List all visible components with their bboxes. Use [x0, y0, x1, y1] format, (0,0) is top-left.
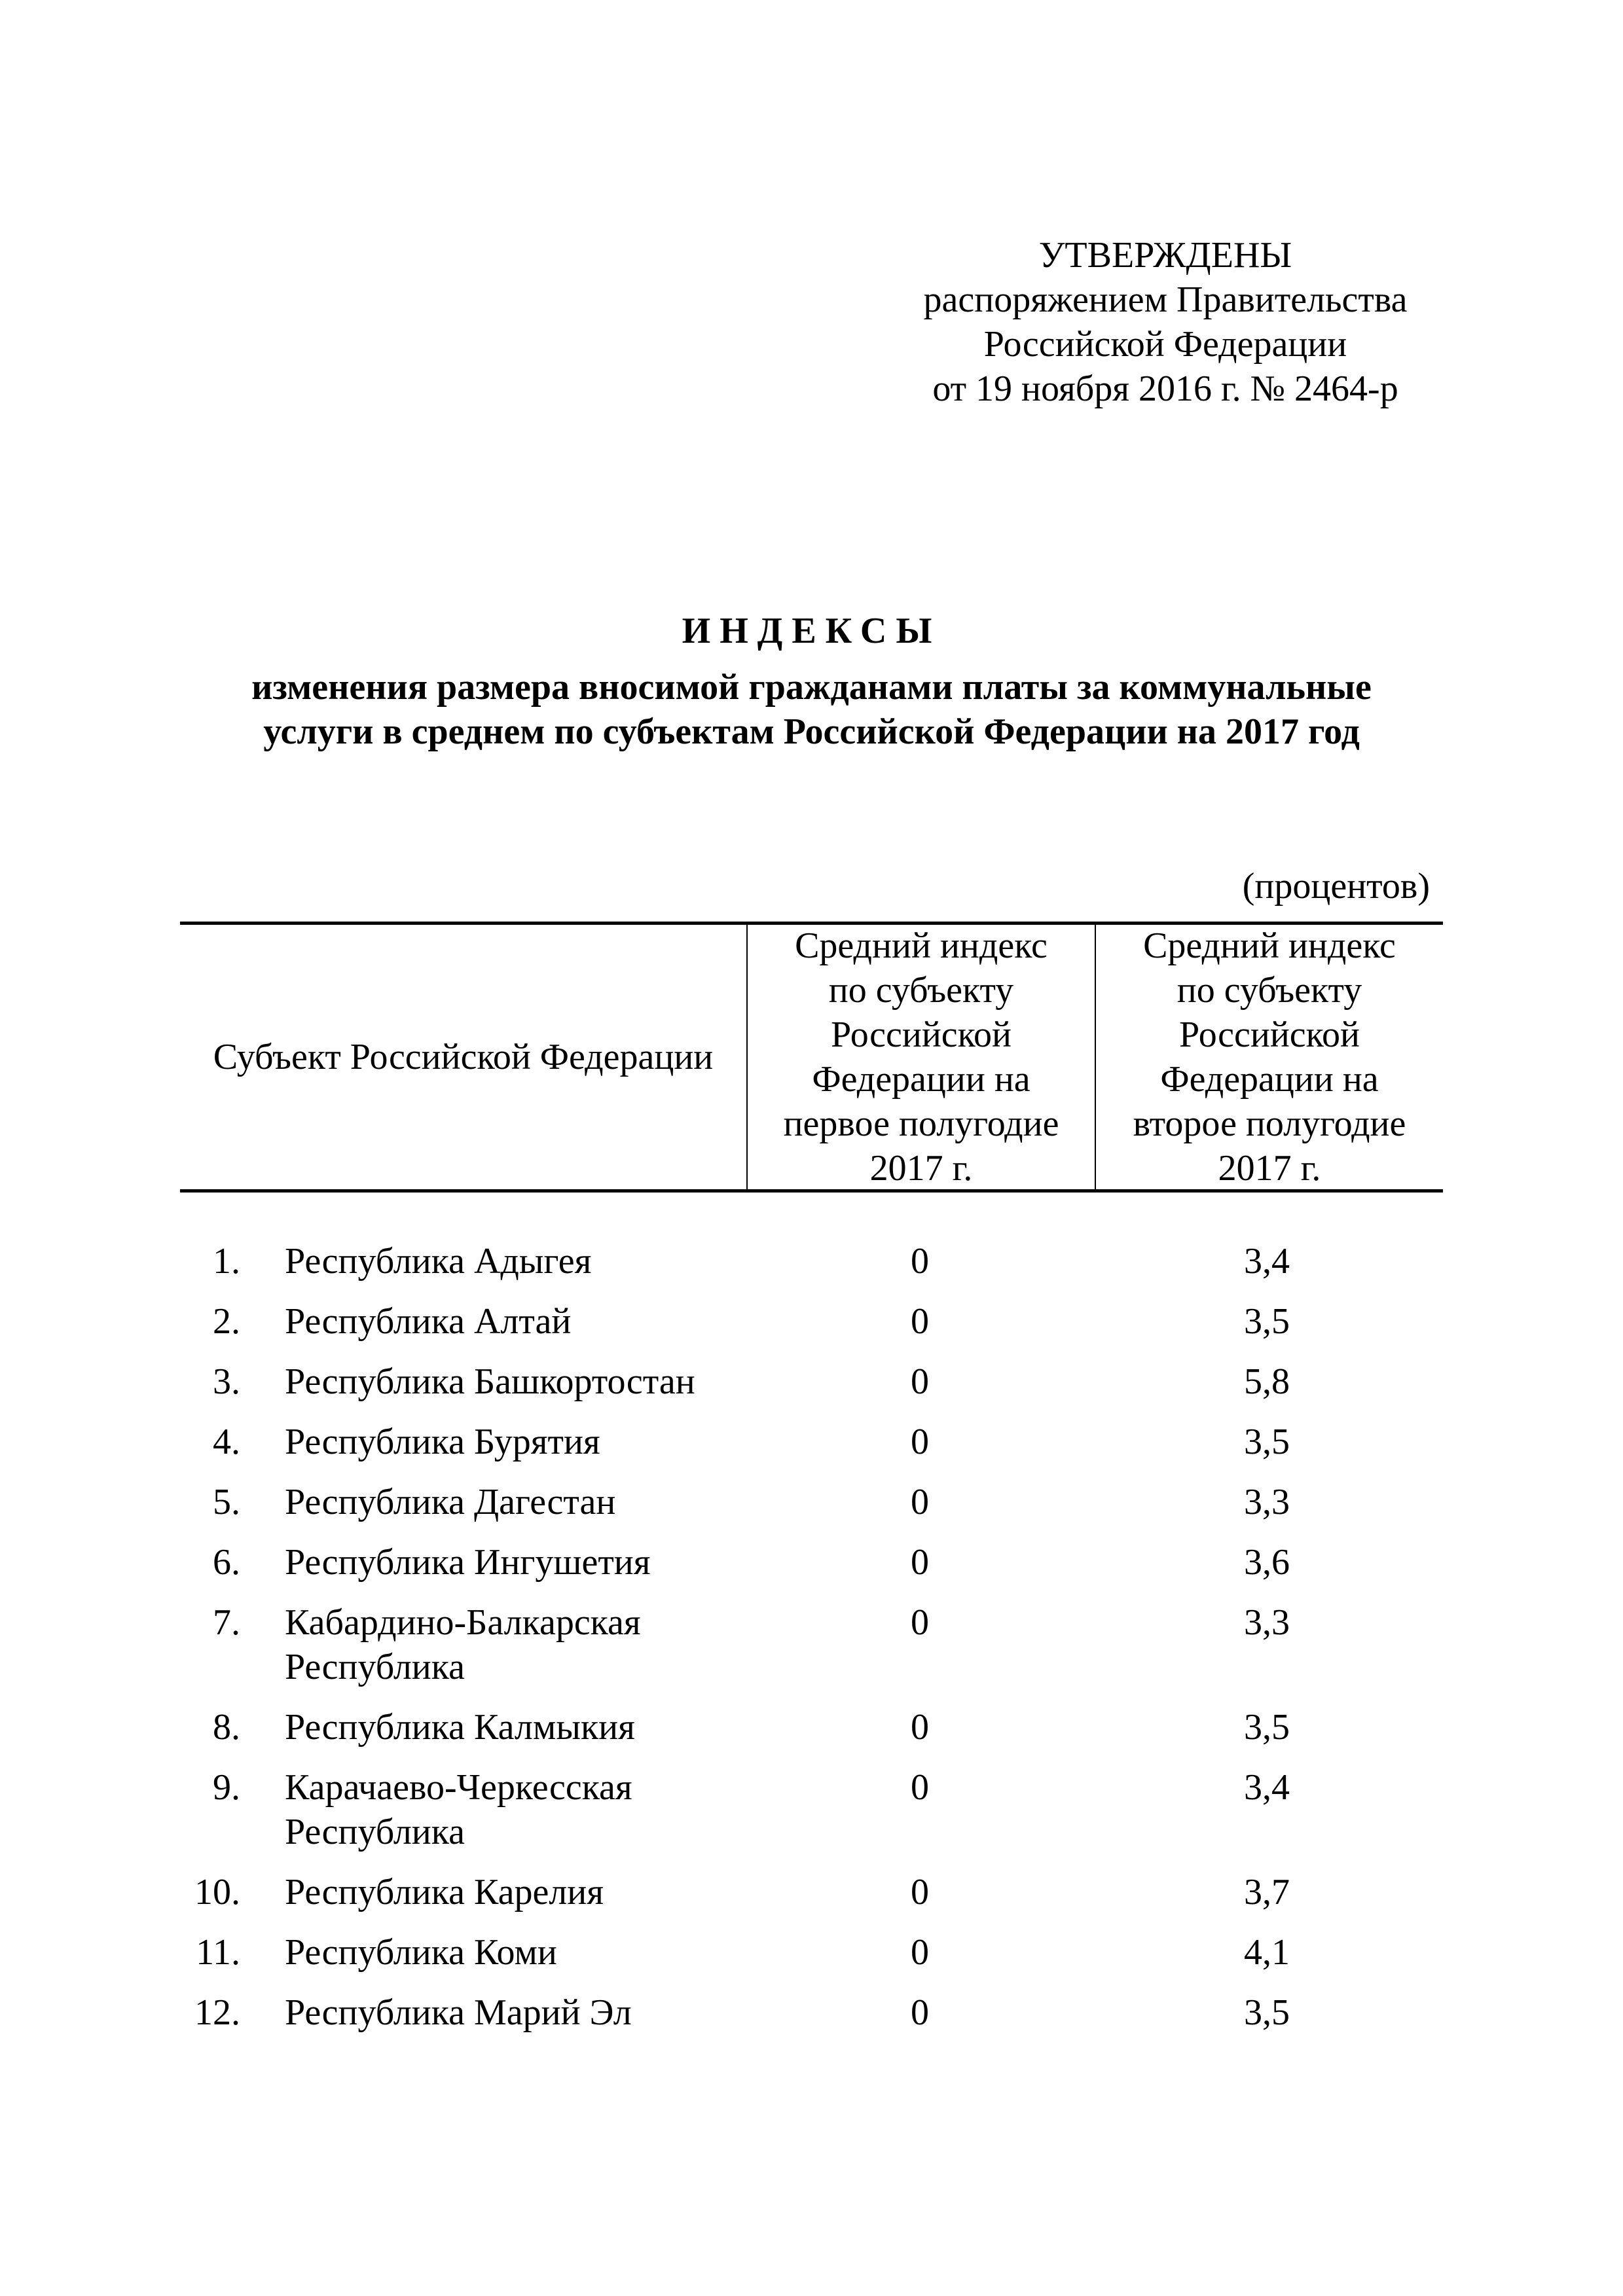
first-half-index: 0	[911, 1992, 929, 2033]
header-first-half: Средний индекс по субъекту Российской Фе…	[746, 925, 1096, 1189]
second-half-index: 3,4	[1244, 1241, 1290, 1282]
row-number: 2.	[213, 1301, 240, 1342]
document-title: ИНДЕКСЫ	[682, 611, 941, 651]
row-number: 9.	[213, 1767, 240, 1808]
second-half-index: 3,5	[1244, 1422, 1290, 1462]
second-half-index: 3,4	[1244, 1767, 1290, 1808]
table-row: 5. Республика Дагестан 0 3,3	[180, 1480, 1443, 1524]
subject-name: Кабардино-Балкарская Республика	[285, 1602, 641, 1687]
index-table: Субъект Российской Федерации Средний инд…	[180, 922, 1443, 2051]
row-number: 6.	[213, 1542, 240, 1583]
first-half-index: 0	[911, 1542, 929, 1583]
subject-name: Республика Коми	[285, 1932, 557, 1973]
document-heading: ИНДЕКСЫ изменения размера вносимой гражд…	[180, 609, 1443, 754]
first-half-index: 0	[911, 1872, 929, 1912]
second-half-index: 3,7	[1244, 1872, 1290, 1912]
row-number: 11.	[196, 1932, 240, 1973]
first-half-index: 0	[911, 1361, 929, 1402]
document-subtitle: услуги в среднем по субъектам Российской…	[263, 711, 1360, 752]
approval-line: распоряжением Правительства	[923, 279, 1408, 320]
table-row: 2. Республика Алтай 0 3,5	[180, 1299, 1443, 1344]
header-second-half: Средний индекс по субъекту Российской Фе…	[1096, 925, 1443, 1189]
subject-name: Республика Марий Эл	[285, 1992, 632, 2033]
table-header: Субъект Российской Федерации Средний инд…	[180, 922, 1443, 1193]
table-row: 9. Карачаево-Черкесская Республика 0 3,4	[180, 1765, 1443, 1854]
second-half-index: 5,8	[1244, 1361, 1290, 1402]
table-body: 1. Республика Адыгея 0 3,4 2. Республика Алта…	[180, 1239, 1443, 2035]
header-second-half-text: Средний индекс по субъекту Российской Фе…	[1133, 925, 1406, 1189]
table-row: 8. Республика Калмыкия 0 3,5	[180, 1705, 1443, 1749]
subject-name: Республика Алтай	[285, 1301, 572, 1342]
first-half-index: 0	[911, 1707, 929, 1748]
subject-name: Республика Башкортостан	[285, 1361, 695, 1402]
subject-name: Республика Ингушетия	[285, 1542, 651, 1583]
row-number: 3.	[213, 1361, 240, 1402]
approval-block: УТВЕРЖДЕНЫ распоряжением Правительства Р…	[871, 233, 1460, 411]
subject-name: Карачаево-Черкесская Республика	[285, 1767, 632, 1852]
table-row: 10. Республика Карелия 0 3,7	[180, 1870, 1443, 1914]
second-half-index: 3,3	[1244, 1602, 1290, 1643]
subject-name: Республика Бурятия	[285, 1422, 600, 1462]
second-half-index: 3,5	[1244, 1301, 1290, 1342]
second-half-index: 3,5	[1244, 1707, 1290, 1748]
first-half-index: 0	[911, 1932, 929, 1973]
subject-name: Республика Калмыкия	[285, 1707, 635, 1748]
row-number: 1.	[213, 1241, 240, 1282]
table-row: 1. Республика Адыгея 0 3,4	[180, 1239, 1443, 1283]
subject-name: Республика Адыгея	[285, 1241, 592, 1282]
table-row: 6. Республика Ингушетия 0 3,6	[180, 1540, 1443, 1585]
approval-line: от 19 ноября 2016 г. № 2464-р	[932, 368, 1398, 409]
second-half-index: 3,3	[1244, 1482, 1290, 1522]
row-number: 4.	[213, 1422, 240, 1462]
second-half-index: 4,1	[1244, 1932, 1290, 1973]
first-half-index: 0	[911, 1602, 929, 1643]
table-row: 3. Республика Башкортостан 0 5,8	[180, 1359, 1443, 1404]
units-label: (процентов)	[1242, 866, 1430, 906]
table-row: 11. Республика Коми 0 4,1	[180, 1930, 1443, 1975]
table-row: 12. Республика Марий Эл 0 3,5	[180, 1990, 1443, 2035]
row-number: 10.	[194, 1872, 240, 1912]
row-number: 12.	[194, 1992, 240, 2033]
approval-title: УТВЕРЖДЕНЫ	[1038, 235, 1292, 276]
second-half-index: 3,6	[1244, 1542, 1290, 1583]
table-row: 7. Кабардино-Балкарская Республика 0 3,3	[180, 1600, 1443, 1689]
header-first-half-text: Средний индекс по субъекту Российской Фе…	[783, 925, 1059, 1189]
row-number: 8.	[213, 1707, 240, 1748]
subject-name: Республика Дагестан	[285, 1482, 616, 1522]
first-half-index: 0	[911, 1301, 929, 1342]
first-half-index: 0	[911, 1241, 929, 1282]
header-subject: Субъект Российской Федерации	[213, 1037, 714, 1077]
subject-name: Республика Карелия	[285, 1872, 604, 1912]
second-half-index: 3,5	[1244, 1992, 1290, 2033]
first-half-index: 0	[911, 1422, 929, 1462]
approval-line: Российской Федерации	[983, 324, 1347, 365]
first-half-index: 0	[911, 1767, 929, 1808]
table-row: 4. Республика Бурятия 0 3,5	[180, 1420, 1443, 1464]
document-subtitle: изменения размера вносимой гражданами пл…	[251, 667, 1372, 708]
row-number: 5.	[213, 1482, 240, 1522]
row-number: 7.	[213, 1602, 240, 1643]
first-half-index: 0	[911, 1482, 929, 1522]
